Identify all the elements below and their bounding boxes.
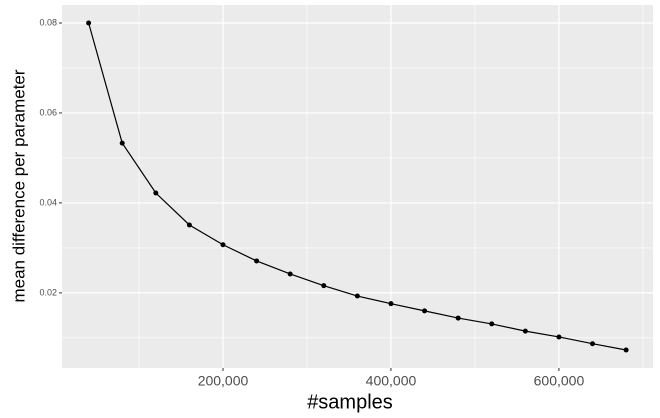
point (220, 242, 226, 248)
y-tick-label: 0.02 (39, 287, 57, 297)
y-tick-label: 0.04 (39, 197, 57, 207)
point (556, 334, 562, 340)
point (590, 341, 596, 347)
point (119, 140, 125, 146)
y-tick-label: 0.08 (39, 17, 57, 27)
point (455, 315, 461, 321)
x-tick-label: 200,000 (198, 373, 249, 389)
y-tick-label: 0.06 (39, 107, 57, 117)
point (254, 258, 260, 264)
point (186, 222, 192, 228)
point (321, 283, 327, 289)
point (623, 347, 629, 353)
point (422, 308, 428, 314)
point (489, 321, 495, 327)
point (287, 271, 293, 277)
x-axis-title: #samples (307, 391, 393, 413)
point (86, 20, 92, 26)
y-axis-title: mean difference per parameter (9, 69, 28, 302)
point (153, 190, 159, 196)
point (388, 301, 394, 307)
x-tick-label: 600,000 (534, 373, 585, 389)
point (522, 328, 528, 334)
x-tick-label: 400,000 (366, 373, 417, 389)
panel (62, 5, 653, 368)
point (354, 293, 360, 299)
